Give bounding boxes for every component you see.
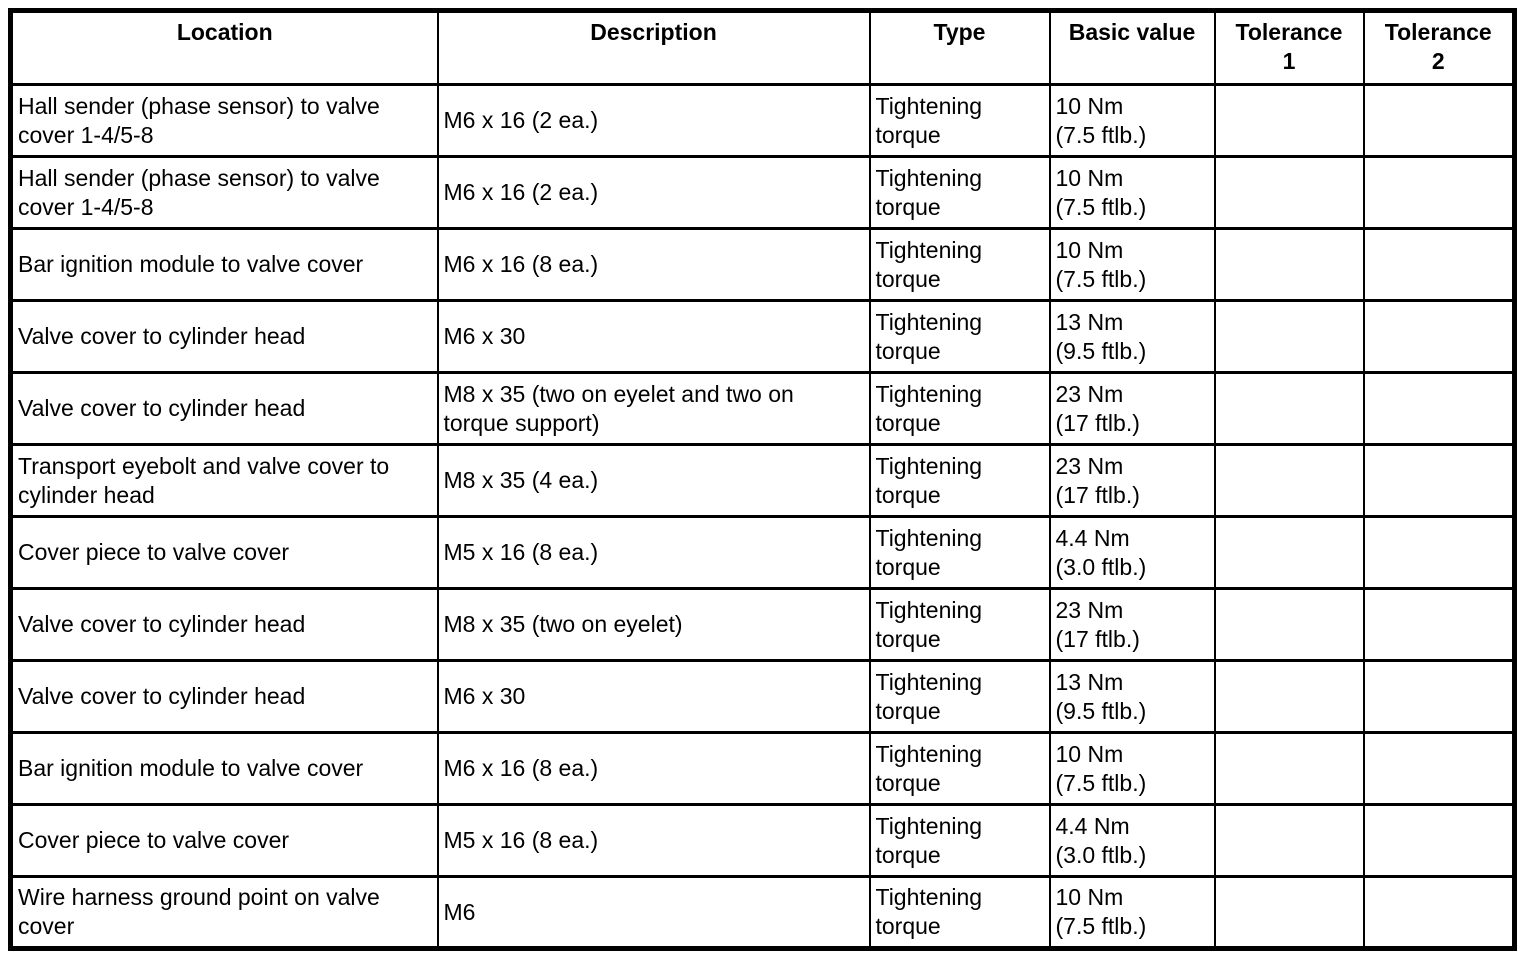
cell-tolerance-2: [1362, 731, 1516, 806]
cell-tolerance-1: [1213, 659, 1365, 734]
torque-spec-table: Location Description Type Basic value To…: [8, 8, 1517, 951]
header-row: Location Description Type Basic value To…: [9, 9, 1516, 86]
cell-location: Valve cover to cylinder head: [9, 371, 439, 446]
cell-tolerance-2: [1362, 659, 1516, 734]
cell-tolerance-1: [1213, 443, 1365, 518]
column-header-basic-value: Basic value: [1048, 9, 1216, 86]
cell-tolerance-1: [1213, 83, 1365, 158]
cell-tolerance-1: [1213, 299, 1365, 374]
table-row: Valve cover to cylinder head M6 x 30 Tig…: [9, 659, 1516, 734]
table-row: Hall sender (phase sensor) to valve cove…: [9, 155, 1516, 230]
cell-tolerance-2: [1362, 371, 1516, 446]
cell-description: M6 x 16 (8 ea.): [436, 227, 871, 302]
table-row: Cover piece to valve cover M5 x 16 (8 ea…: [9, 803, 1516, 878]
cell-location: Valve cover to cylinder head: [9, 659, 439, 734]
cell-type: Tightening torque: [868, 731, 1051, 806]
cell-location: Cover piece to valve cover: [9, 515, 439, 590]
cell-type: Tightening torque: [868, 515, 1051, 590]
cell-type: Tightening torque: [868, 443, 1051, 518]
cell-type: Tightening torque: [868, 875, 1051, 950]
table-row: Bar ignition module to valve cover M6 x …: [9, 227, 1516, 302]
cell-basic-value: 13 Nm (9.5 ftlb.): [1048, 299, 1216, 374]
cell-location: Hall sender (phase sensor) to valve cove…: [9, 83, 439, 158]
cell-tolerance-2: [1362, 155, 1516, 230]
column-header-tolerance-1: Tolerance 1: [1213, 9, 1365, 86]
cell-tolerance-2: [1362, 83, 1516, 158]
cell-basic-value: 23 Nm (17 ftlb.): [1048, 587, 1216, 662]
cell-location: Valve cover to cylinder head: [9, 587, 439, 662]
cell-location: Hall sender (phase sensor) to valve cove…: [9, 155, 439, 230]
cell-tolerance-1: [1213, 227, 1365, 302]
cell-basic-value: 23 Nm (17 ftlb.): [1048, 443, 1216, 518]
cell-tolerance-1: [1213, 515, 1365, 590]
cell-location: Bar ignition module to valve cover: [9, 731, 439, 806]
cell-basic-value: 4.4 Nm (3.0 ftlb.): [1048, 803, 1216, 878]
cell-description: M6 x 30: [436, 299, 871, 374]
table-row: Valve cover to cylinder head M8 x 35 (tw…: [9, 371, 1516, 446]
cell-tolerance-2: [1362, 299, 1516, 374]
cell-tolerance-1: [1213, 371, 1365, 446]
cell-tolerance-1: [1213, 803, 1365, 878]
column-header-location: Location: [9, 9, 439, 86]
cell-tolerance-2: [1362, 443, 1516, 518]
cell-location: Bar ignition module to valve cover: [9, 227, 439, 302]
cell-location: Wire harness ground point on valve cover: [9, 875, 439, 950]
table-row: Transport eyebolt and valve cover to cyl…: [9, 443, 1516, 518]
column-header-type: Type: [868, 9, 1051, 86]
cell-basic-value: 10 Nm (7.5 ftlb.): [1048, 875, 1216, 950]
cell-type: Tightening torque: [868, 227, 1051, 302]
cell-tolerance-1: [1213, 587, 1365, 662]
table-row: Valve cover to cylinder head M8 x 35 (tw…: [9, 587, 1516, 662]
column-header-tolerance-2: Tolerance 2: [1362, 9, 1516, 86]
cell-location: Valve cover to cylinder head: [9, 299, 439, 374]
column-header-description: Description: [436, 9, 871, 86]
cell-tolerance-2: [1362, 227, 1516, 302]
table-row: Cover piece to valve cover M5 x 16 (8 ea…: [9, 515, 1516, 590]
cell-description: M5 x 16 (8 ea.): [436, 803, 871, 878]
cell-basic-value: 13 Nm (9.5 ftlb.): [1048, 659, 1216, 734]
cell-type: Tightening torque: [868, 659, 1051, 734]
cell-type: Tightening torque: [868, 83, 1051, 158]
cell-tolerance-1: [1213, 731, 1365, 806]
cell-type: Tightening torque: [868, 371, 1051, 446]
cell-basic-value: 23 Nm (17 ftlb.): [1048, 371, 1216, 446]
table-row: Wire harness ground point on valve cover…: [9, 875, 1516, 950]
cell-description: M8 x 35 (two on eyelet): [436, 587, 871, 662]
cell-tolerance-2: [1362, 803, 1516, 878]
cell-description: M6: [436, 875, 871, 950]
table-row: Bar ignition module to valve cover M6 x …: [9, 731, 1516, 806]
cell-tolerance-1: [1213, 155, 1365, 230]
cell-location: Cover piece to valve cover: [9, 803, 439, 878]
cell-tolerance-2: [1362, 875, 1516, 950]
cell-description: M6 x 16 (2 ea.): [436, 83, 871, 158]
cell-description: M8 x 35 (two on eyelet and two on torque…: [436, 371, 871, 446]
table-row: Hall sender (phase sensor) to valve cove…: [9, 83, 1516, 158]
cell-description: M5 x 16 (8 ea.): [436, 515, 871, 590]
cell-basic-value: 10 Nm (7.5 ftlb.): [1048, 227, 1216, 302]
cell-type: Tightening torque: [868, 155, 1051, 230]
cell-location: Transport eyebolt and valve cover to cyl…: [9, 443, 439, 518]
cell-type: Tightening torque: [868, 587, 1051, 662]
cell-basic-value: 4.4 Nm (3.0 ftlb.): [1048, 515, 1216, 590]
cell-type: Tightening torque: [868, 803, 1051, 878]
cell-basic-value: 10 Nm (7.5 ftlb.): [1048, 731, 1216, 806]
cell-tolerance-2: [1362, 587, 1516, 662]
cell-basic-value: 10 Nm (7.5 ftlb.): [1048, 155, 1216, 230]
cell-description: M6 x 16 (8 ea.): [436, 731, 871, 806]
table-row: Valve cover to cylinder head M6 x 30 Tig…: [9, 299, 1516, 374]
cell-description: M8 x 35 (4 ea.): [436, 443, 871, 518]
cell-tolerance-2: [1362, 515, 1516, 590]
cell-description: M6 x 30: [436, 659, 871, 734]
cell-description: M6 x 16 (2 ea.): [436, 155, 871, 230]
cell-tolerance-1: [1213, 875, 1365, 950]
cell-type: Tightening torque: [868, 299, 1051, 374]
cell-basic-value: 10 Nm (7.5 ftlb.): [1048, 83, 1216, 158]
